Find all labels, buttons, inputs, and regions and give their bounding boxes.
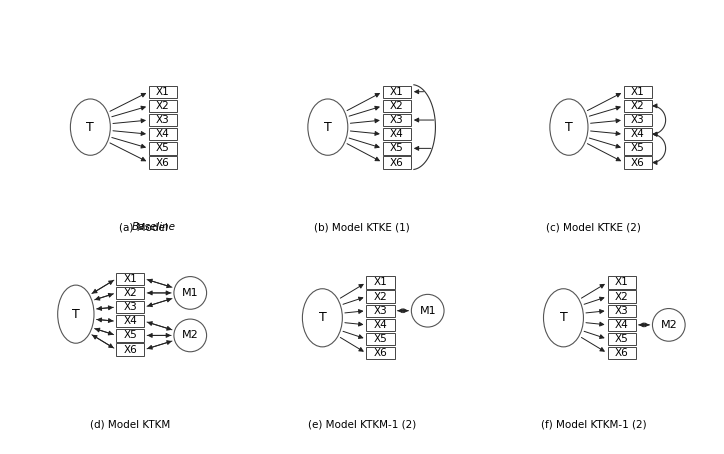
Text: X3: X3 [631,115,645,125]
FancyBboxPatch shape [117,272,144,285]
FancyBboxPatch shape [624,85,652,98]
FancyBboxPatch shape [149,85,177,98]
FancyBboxPatch shape [607,276,636,289]
Text: X4: X4 [615,320,628,330]
Text: X2: X2 [390,101,404,111]
FancyBboxPatch shape [117,329,144,341]
FancyBboxPatch shape [607,347,636,360]
Text: X5: X5 [156,143,170,153]
Text: T: T [565,121,573,133]
FancyBboxPatch shape [624,114,652,126]
Ellipse shape [174,319,206,352]
Text: T: T [319,311,327,324]
Text: X3: X3 [615,306,628,316]
Text: X3: X3 [156,115,170,125]
FancyBboxPatch shape [383,156,411,169]
Text: X5: X5 [124,331,137,340]
Text: (d) Model KTKM: (d) Model KTKM [90,419,170,429]
Ellipse shape [308,99,348,155]
Text: X1: X1 [124,274,137,284]
Text: (e) Model KTKM-1 (2): (e) Model KTKM-1 (2) [308,419,416,429]
Ellipse shape [550,99,588,155]
FancyBboxPatch shape [607,333,636,345]
Ellipse shape [544,289,584,347]
Text: X3: X3 [124,302,137,312]
FancyBboxPatch shape [624,128,652,140]
FancyBboxPatch shape [149,156,177,169]
FancyBboxPatch shape [117,301,144,313]
FancyBboxPatch shape [383,100,411,112]
Text: X2: X2 [124,288,137,298]
Text: M2: M2 [182,331,198,340]
FancyBboxPatch shape [149,128,177,140]
FancyBboxPatch shape [149,114,177,126]
Text: X6: X6 [390,158,404,168]
Text: X6: X6 [374,348,387,358]
Text: (f) Model KTKM-1 (2): (f) Model KTKM-1 (2) [541,419,647,429]
Text: X4: X4 [156,129,170,139]
Ellipse shape [303,289,342,347]
FancyBboxPatch shape [607,319,636,331]
Text: X5: X5 [390,143,404,153]
FancyBboxPatch shape [624,142,652,154]
FancyBboxPatch shape [117,287,144,299]
Text: X1: X1 [631,87,645,97]
Text: X6: X6 [631,158,645,168]
Text: (c) Model KTKE (2): (c) Model KTKE (2) [546,222,641,232]
Text: X4: X4 [390,129,404,139]
Text: X2: X2 [631,101,645,111]
Text: X5: X5 [631,143,645,153]
FancyBboxPatch shape [366,305,395,317]
Text: M1: M1 [182,288,198,298]
Text: X2: X2 [374,291,387,301]
Text: X4: X4 [631,129,645,139]
FancyBboxPatch shape [607,291,636,303]
FancyBboxPatch shape [383,142,411,154]
Text: X3: X3 [390,115,404,125]
FancyBboxPatch shape [366,347,395,360]
Text: X1: X1 [390,87,404,97]
Text: X1: X1 [156,87,170,97]
Ellipse shape [411,294,444,327]
FancyBboxPatch shape [366,291,395,303]
Ellipse shape [58,285,94,343]
Text: X1: X1 [374,277,387,287]
Text: T: T [86,121,94,133]
Text: M2: M2 [660,320,677,330]
Text: X5: X5 [615,334,628,344]
Ellipse shape [70,99,110,155]
FancyBboxPatch shape [383,85,411,98]
Text: X4: X4 [374,320,387,330]
Text: X5: X5 [374,334,387,344]
Text: X6: X6 [156,158,170,168]
Text: X6: X6 [615,348,628,358]
FancyBboxPatch shape [383,114,411,126]
Text: (b) Model KTKE (1): (b) Model KTKE (1) [314,222,410,232]
FancyBboxPatch shape [624,100,652,112]
FancyBboxPatch shape [117,315,144,327]
Ellipse shape [652,309,685,341]
FancyBboxPatch shape [149,100,177,112]
Text: Baseline: Baseline [132,222,176,232]
Text: M1: M1 [419,306,436,316]
FancyBboxPatch shape [624,156,652,169]
Text: X2: X2 [156,101,170,111]
Text: T: T [72,308,80,321]
FancyBboxPatch shape [117,343,144,356]
FancyBboxPatch shape [149,142,177,154]
Text: X6: X6 [124,345,137,355]
Text: X1: X1 [615,277,628,287]
Text: (a) Model: (a) Model [119,222,171,232]
FancyBboxPatch shape [607,305,636,317]
FancyBboxPatch shape [366,319,395,331]
Text: T: T [324,121,332,133]
FancyBboxPatch shape [366,276,395,289]
Text: X2: X2 [615,291,628,301]
Ellipse shape [174,276,206,309]
Text: T: T [560,311,568,324]
Text: X4: X4 [124,316,137,326]
FancyBboxPatch shape [366,333,395,345]
FancyBboxPatch shape [383,128,411,140]
Text: X3: X3 [374,306,387,316]
